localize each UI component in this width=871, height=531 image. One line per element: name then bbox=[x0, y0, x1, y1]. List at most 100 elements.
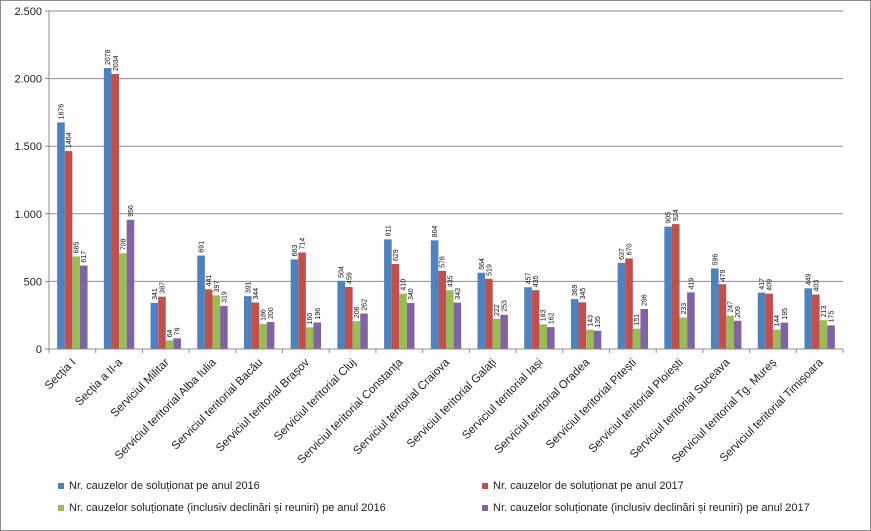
bar bbox=[111, 74, 120, 349]
bar bbox=[298, 252, 306, 349]
bar bbox=[819, 320, 828, 349]
y-tick-label: 1.000 bbox=[14, 209, 42, 221]
data-label: 905 bbox=[666, 212, 673, 224]
bar bbox=[726, 315, 734, 349]
bar bbox=[632, 328, 641, 349]
bar bbox=[251, 302, 260, 349]
data-label: 419 bbox=[688, 278, 695, 290]
data-label: 708 bbox=[120, 238, 127, 250]
legend-item-2: Nr. cauzelor de soluționat pe anul 2017 bbox=[482, 480, 684, 492]
bar bbox=[718, 284, 727, 349]
data-label: 457 bbox=[526, 272, 533, 284]
legend-swatch-1 bbox=[58, 483, 64, 489]
bar bbox=[212, 295, 221, 349]
data-label: 663 bbox=[292, 245, 299, 257]
legend-item-1: Nr. cauzelor de soluționat pe anul 2016 bbox=[58, 480, 260, 492]
bar bbox=[430, 240, 439, 349]
bar bbox=[337, 280, 345, 349]
data-label: 629 bbox=[393, 249, 400, 261]
bar bbox=[259, 323, 267, 349]
bar bbox=[64, 151, 73, 349]
bar bbox=[173, 338, 181, 349]
bar bbox=[733, 320, 742, 349]
data-label: 409 bbox=[767, 279, 774, 291]
data-label: 2078 bbox=[105, 49, 112, 65]
data-label: 196 bbox=[315, 308, 322, 320]
data-label: 247 bbox=[728, 301, 735, 313]
bar bbox=[79, 265, 88, 349]
bar bbox=[625, 258, 633, 349]
data-label: 804 bbox=[432, 226, 439, 238]
bar bbox=[103, 68, 112, 350]
data-label: 195 bbox=[782, 308, 789, 320]
data-label: 417 bbox=[759, 278, 766, 290]
bar bbox=[453, 302, 462, 349]
category-label: Serviciul teritorial Suceava bbox=[628, 356, 733, 461]
bar bbox=[313, 322, 322, 349]
data-label: 410 bbox=[401, 279, 408, 291]
bar bbox=[204, 289, 213, 349]
data-label: 637 bbox=[619, 248, 626, 260]
bar bbox=[165, 340, 174, 349]
data-label: 151 bbox=[634, 314, 641, 326]
bar bbox=[344, 286, 353, 349]
data-label: 449 bbox=[806, 274, 813, 286]
bar bbox=[72, 256, 80, 349]
data-label: 253 bbox=[502, 300, 509, 312]
data-label: 596 bbox=[712, 254, 719, 266]
bar bbox=[765, 293, 773, 349]
data-label: 319 bbox=[221, 291, 228, 303]
data-label: 186 bbox=[260, 309, 267, 321]
y-tick-label: 500 bbox=[24, 276, 42, 288]
data-label: 685 bbox=[74, 242, 81, 254]
data-label: 617 bbox=[81, 251, 88, 263]
data-label: 387 bbox=[159, 282, 166, 294]
bar bbox=[243, 296, 252, 349]
category-label: Serviciul teritorial Ploiești bbox=[587, 357, 686, 456]
y-tick-label: 1.500 bbox=[14, 141, 42, 153]
bar bbox=[57, 122, 65, 349]
bar bbox=[446, 290, 454, 349]
bar bbox=[640, 308, 649, 349]
data-label: 183 bbox=[541, 309, 548, 321]
bar bbox=[477, 272, 486, 349]
bar bbox=[757, 292, 766, 349]
data-label: 391 bbox=[245, 281, 252, 293]
bar bbox=[780, 322, 789, 349]
data-label: 714 bbox=[300, 238, 307, 250]
legend-label-1: Nr. cauzelor de soluționat pe anul 2016 bbox=[69, 480, 260, 492]
bar bbox=[687, 292, 695, 349]
data-label: 670 bbox=[627, 244, 634, 256]
data-label: 340 bbox=[408, 288, 415, 300]
y-tick-label: 2.500 bbox=[14, 6, 42, 18]
bar bbox=[679, 317, 688, 349]
bar bbox=[126, 219, 135, 349]
data-label: 397 bbox=[214, 281, 221, 293]
bar bbox=[305, 327, 314, 349]
legend-swatch-3 bbox=[58, 505, 64, 511]
data-label: 435 bbox=[533, 275, 540, 287]
legend-label-3: Nr. cauzelor soluționate (inclusiv decli… bbox=[69, 502, 386, 514]
data-label: 135 bbox=[595, 316, 602, 328]
bar bbox=[617, 262, 626, 349]
bar bbox=[438, 270, 446, 349]
data-label: 296 bbox=[642, 294, 649, 306]
bar bbox=[804, 288, 813, 349]
bar bbox=[671, 224, 680, 349]
data-label: 403 bbox=[813, 280, 820, 292]
category-label: Serviciul teritorial Bacău bbox=[170, 357, 266, 453]
data-label: 691 bbox=[199, 241, 206, 253]
bar bbox=[547, 327, 555, 349]
bar bbox=[578, 302, 587, 349]
data-label: 479 bbox=[720, 269, 727, 281]
bar bbox=[158, 296, 166, 349]
data-label: 262 bbox=[361, 299, 368, 311]
data-label: 1464 bbox=[66, 132, 73, 148]
bar bbox=[593, 330, 602, 349]
category-label: Serviciul teritorial Galați bbox=[405, 357, 499, 451]
data-label: 924 bbox=[673, 209, 680, 221]
bar bbox=[197, 255, 205, 349]
bar bbox=[827, 325, 835, 349]
bar bbox=[531, 290, 540, 349]
